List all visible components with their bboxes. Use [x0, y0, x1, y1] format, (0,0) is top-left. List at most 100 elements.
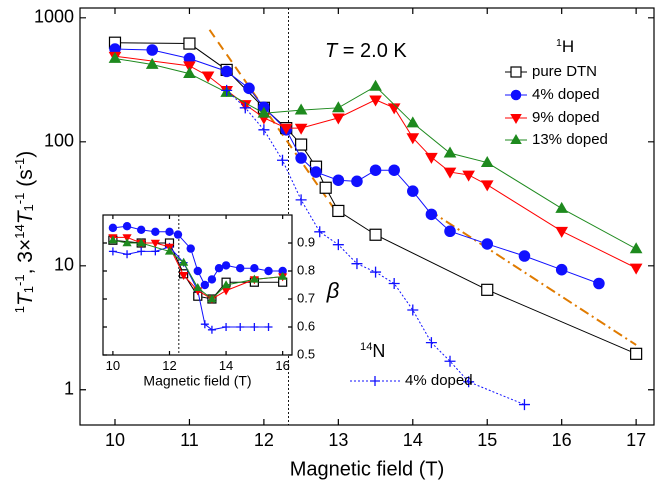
marker: [370, 266, 382, 278]
y-tick-label: 0.8: [297, 262, 315, 277]
marker: [294, 103, 308, 115]
label-part: = 2.0 K: [337, 40, 407, 62]
marker: [388, 164, 400, 176]
marker: [243, 82, 255, 95]
x-tick-label: 12: [162, 358, 176, 373]
marker: [122, 238, 132, 247]
x-tick-label: 16: [552, 430, 572, 450]
marker: [555, 226, 569, 238]
marker: [151, 227, 160, 236]
marker: [387, 103, 401, 115]
marker: [480, 180, 494, 192]
y-tick-label: 1: [64, 379, 74, 399]
marker: [369, 79, 382, 91]
marker: [630, 347, 643, 360]
marker: [444, 355, 456, 367]
marker: [388, 277, 400, 289]
marker: [221, 287, 231, 296]
marker: [193, 266, 202, 276]
marker: [236, 264, 245, 273]
label-part: 14: [360, 341, 372, 353]
marker: [264, 266, 273, 276]
marker: [221, 84, 233, 96]
marker: [443, 167, 457, 179]
marker: [407, 304, 419, 316]
x-axis-label: Magnetic field (T): [143, 373, 251, 389]
guide-line: [428, 209, 637, 346]
marker: [136, 238, 146, 247]
marker: [351, 258, 363, 270]
marker: [369, 164, 382, 176]
marker: [221, 280, 231, 289]
marker: [257, 106, 271, 118]
legend-label: 4% doped: [405, 372, 473, 389]
marker: [369, 95, 382, 107]
marker: [173, 230, 183, 239]
x-tick-label: 13: [328, 430, 348, 450]
marker: [310, 166, 322, 178]
marker: [183, 37, 196, 50]
x-tick-label: 10: [106, 358, 120, 373]
marker: [164, 246, 175, 255]
marker: [193, 283, 203, 291]
marker: [407, 185, 419, 197]
marker: [186, 244, 195, 253]
marker: [555, 201, 569, 213]
rich-label: 1H: [556, 37, 574, 57]
marker: [294, 123, 308, 135]
rich-label: T = 2.0 K: [325, 40, 407, 62]
x-axis-label: Magnetic field (T): [290, 458, 445, 480]
marker: [214, 264, 224, 273]
marker: [443, 146, 457, 158]
marker: [207, 275, 217, 284]
marker: [137, 247, 146, 256]
marker: [295, 194, 307, 206]
marker: [351, 175, 363, 188]
marker: [250, 264, 259, 273]
marker: [108, 51, 122, 63]
legend-label: 4% doped: [532, 86, 600, 103]
rich-label: 14N: [360, 341, 385, 361]
marker: [518, 250, 531, 262]
label-part: , 3×: [14, 239, 37, 275]
marker: [332, 239, 344, 251]
label-part: -1: [12, 158, 27, 170]
label-part: 1: [21, 204, 36, 211]
marker: [319, 181, 332, 194]
legend-label: pure DTN: [532, 63, 597, 80]
marker: [183, 66, 196, 78]
marker: [201, 71, 215, 83]
x-tick-label: 10: [105, 430, 125, 450]
series-line: [112, 239, 283, 300]
rich-label: 1T1-1, 3×14T1-1 (s-1): [12, 151, 37, 314]
marker: [146, 44, 158, 56]
marker: [250, 323, 259, 331]
marker: [593, 277, 605, 290]
marker: [278, 266, 287, 276]
marker: [332, 113, 345, 125]
marker: [236, 323, 245, 331]
marker: [249, 274, 259, 283]
y-tick-label: 10: [54, 255, 74, 275]
marker: [518, 399, 530, 411]
label-part: 14: [12, 224, 27, 238]
y-tick-label: 0.5: [297, 346, 315, 361]
marker: [629, 242, 643, 254]
label-part: T: [14, 209, 37, 224]
marker: [510, 89, 522, 101]
marker: [183, 61, 196, 73]
y-tick-label: 0.7: [297, 290, 315, 305]
inset-plot: 10 12 14 16 0.5 0.6 0.7 0.8 0.9 Magnetic field (T…: [102, 214, 340, 389]
x-tick-label: 14: [219, 358, 233, 373]
marker: [444, 225, 456, 238]
series-line: [114, 42, 637, 355]
marker: [108, 235, 118, 244]
label-part: ): [14, 151, 37, 158]
marker: [463, 376, 475, 388]
marker: [150, 239, 160, 248]
marker: [510, 134, 522, 144]
marker: [123, 250, 132, 259]
series-line: [112, 225, 283, 286]
x-tick-label: 14: [403, 430, 423, 450]
legend-label: 9% doped: [532, 109, 600, 126]
